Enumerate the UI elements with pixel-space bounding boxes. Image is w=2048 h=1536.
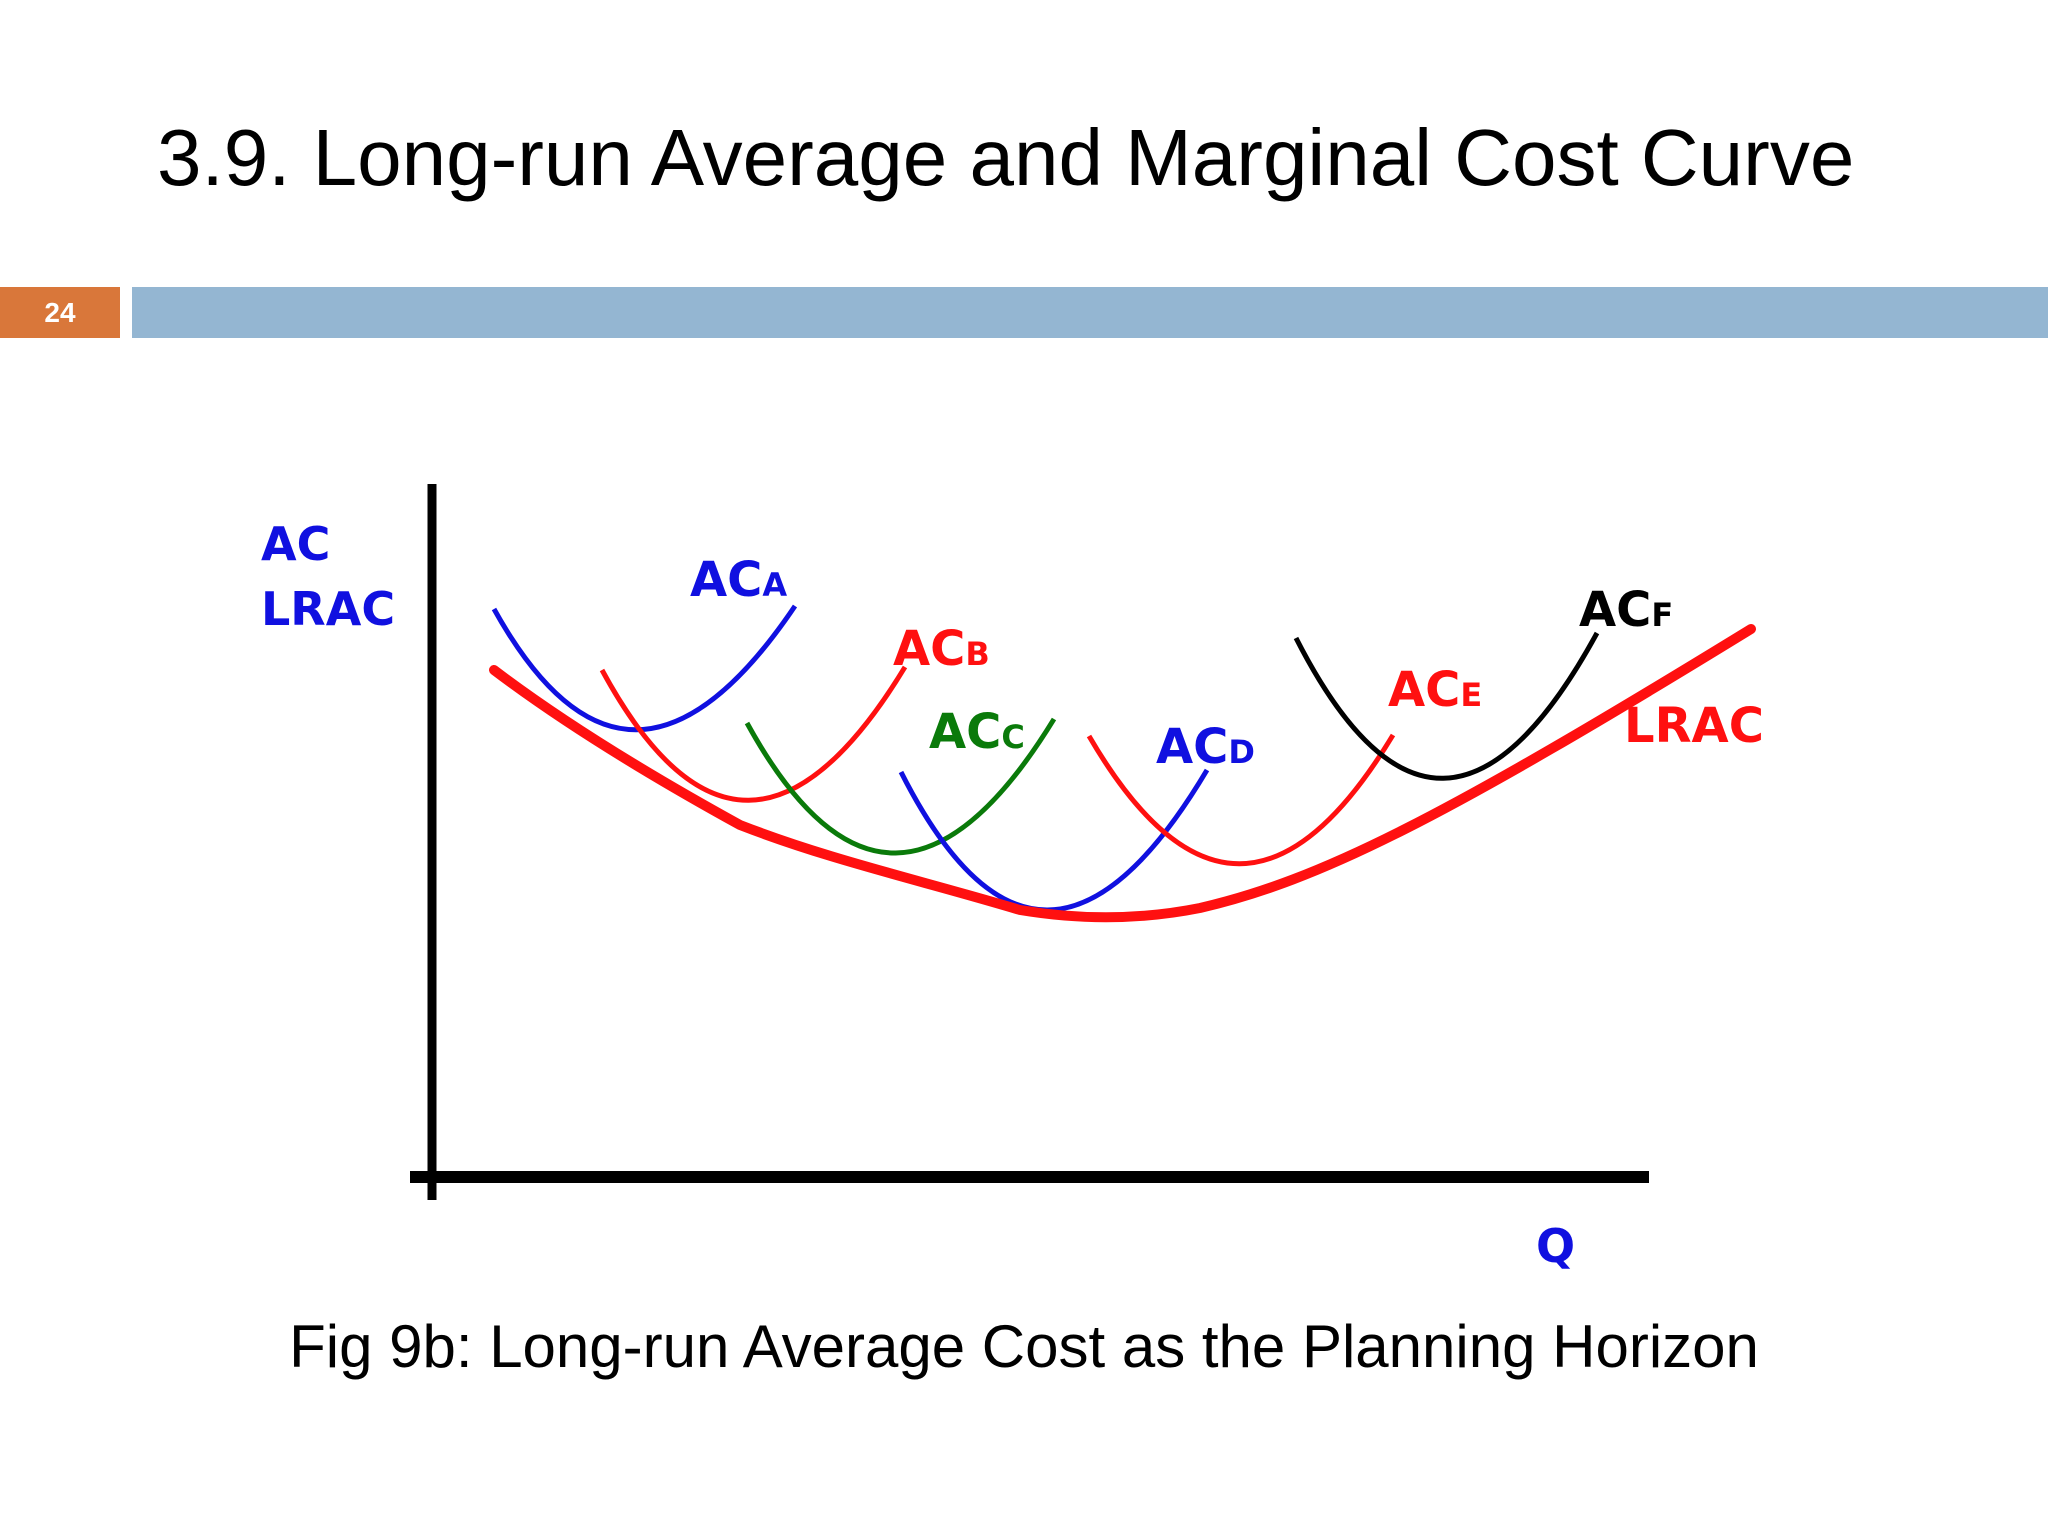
label-ac-b-main: AC: [893, 621, 965, 677]
label-ac-f-main: AC: [1579, 582, 1651, 638]
label-ac-d: ACD: [1156, 719, 1255, 775]
ac-f-curve: [1293, 631, 1600, 781]
y-axis-label-ac: AC: [261, 517, 330, 571]
label-ac-c-sub: C: [1001, 718, 1024, 756]
ac-c-curve: [744, 717, 1057, 856]
label-ac-e: ACE: [1388, 662, 1482, 718]
label-ac-c: ACC: [929, 704, 1025, 760]
title-divider-bar: [132, 287, 2048, 338]
slide-title: 3.9. Long-run Average and Marginal Cost …: [157, 113, 1855, 202]
label-ac-a-main: AC: [690, 552, 762, 608]
label-ac-c-main: AC: [929, 704, 1001, 760]
label-ac-b: ACB: [893, 621, 990, 677]
ac-e-curve: [1086, 733, 1396, 867]
ac-b-curve: [599, 665, 908, 803]
label-ac-e-main: AC: [1388, 662, 1460, 718]
label-lrac: LRAC: [1624, 698, 1764, 754]
label-ac-f-sub: F: [1651, 596, 1673, 634]
lrac-curve: [489, 624, 1756, 923]
label-ac-b-sub: B: [965, 635, 989, 673]
figure-caption: Fig 9b: Long-run Average Cost as the Pla…: [289, 1313, 1759, 1380]
ac-a-curve: [491, 604, 798, 733]
label-ac-a: ACA: [690, 552, 787, 608]
y-axis-label-lrac: LRAC: [261, 582, 395, 636]
slide-number: 24: [0, 287, 120, 338]
label-ac-e-sub: E: [1460, 676, 1482, 714]
label-ac-d-sub: D: [1228, 733, 1255, 771]
label-ac-f: ACF: [1579, 582, 1673, 638]
x-axis-label-q: Q: [1536, 1219, 1575, 1273]
label-ac-d-main: AC: [1156, 719, 1228, 775]
label-ac-a-sub: A: [762, 566, 787, 604]
